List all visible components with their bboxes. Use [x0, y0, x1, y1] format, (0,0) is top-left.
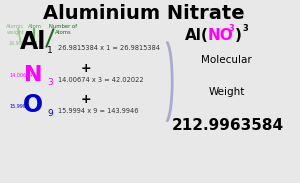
Text: 9: 9 [47, 109, 53, 118]
Text: Number of
Atoms: Number of Atoms [49, 24, 77, 35]
Text: 15.9994: 15.9994 [9, 104, 29, 109]
Text: N: N [24, 65, 42, 85]
Text: 26.9815384: 26.9815384 [9, 41, 38, 46]
Text: 3: 3 [242, 24, 248, 33]
Text: +: + [80, 62, 91, 75]
Text: Weight: Weight [208, 87, 245, 97]
Text: 14.00674: 14.00674 [9, 73, 32, 78]
Text: 3: 3 [229, 24, 235, 33]
Text: NO: NO [208, 29, 234, 44]
Text: 15.9994 x 9 = 143.9946: 15.9994 x 9 = 143.9946 [58, 108, 139, 114]
Text: Aluminium Nitrate: Aluminium Nitrate [43, 5, 245, 23]
Text: 212.9963584: 212.9963584 [172, 119, 284, 134]
Text: Atomic
weight: Atomic weight [6, 24, 25, 35]
Text: 1: 1 [47, 46, 53, 55]
Text: 26.9815384 x 1 = 26.9815384: 26.9815384 x 1 = 26.9815384 [58, 45, 160, 51]
Text: (: ( [201, 29, 208, 44]
Text: ): ) [235, 29, 242, 44]
Text: Al: Al [20, 31, 46, 55]
Text: 14.00674 x 3 = 42.02022: 14.00674 x 3 = 42.02022 [58, 77, 144, 83]
Text: Atom: Atom [28, 24, 41, 29]
Text: 3: 3 [47, 78, 53, 87]
Text: +: + [80, 93, 91, 106]
Text: Al: Al [184, 29, 201, 44]
Text: Molecular: Molecular [201, 55, 252, 66]
Text: O: O [23, 94, 43, 117]
